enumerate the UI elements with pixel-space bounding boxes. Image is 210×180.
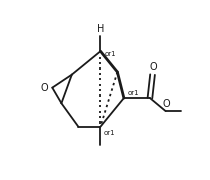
Text: H: H [97, 24, 104, 34]
Text: or1: or1 [127, 90, 139, 96]
Text: or1: or1 [105, 51, 117, 57]
Text: or1: or1 [104, 130, 115, 136]
Text: O: O [41, 83, 48, 93]
Text: O: O [149, 62, 157, 72]
Text: O: O [162, 99, 170, 109]
